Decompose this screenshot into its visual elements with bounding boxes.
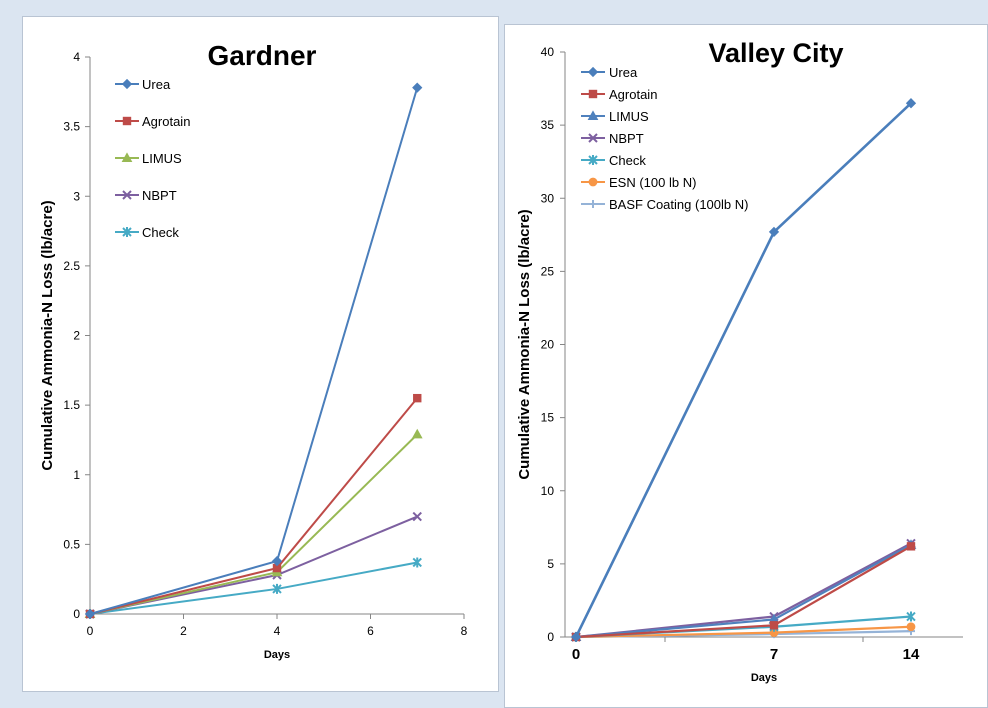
gardner-chart: Gardner Cumulative Ammonia-N Loss (lb/acr… <box>39 40 468 661</box>
legend-marker <box>588 177 598 187</box>
legend-label: LIMUS <box>142 151 182 166</box>
series-line-urea <box>89 87 419 615</box>
x-axis-label: Days <box>751 672 777 684</box>
chart-panel-valley-city: Valley City Cumulative Ammonia-N Loss (lb… <box>504 24 988 708</box>
data-point-urea <box>412 82 423 93</box>
y-tick-label: 2.5 <box>63 259 80 273</box>
y-tick-label: 25 <box>541 264 555 278</box>
legend-label: Agrotain <box>609 87 657 102</box>
data-point-urea <box>768 226 780 238</box>
legend-label: BASF Coating (100lb N) <box>609 197 748 212</box>
y-axis-label: Cumulative Ammonia-N Loss (lb/acre) <box>39 200 56 470</box>
valley-city-chart: Valley City Cumulative Ammonia-N Loss (lb… <box>516 38 963 684</box>
legend-label: Check <box>609 153 646 168</box>
data-point-agrotain <box>906 542 916 551</box>
x-tick-label: 6 <box>367 624 374 638</box>
y-tick-label: 1 <box>73 468 80 482</box>
legend-marker <box>122 116 132 126</box>
legend-label: NBPT <box>142 188 177 203</box>
y-tick-label: 3.5 <box>63 120 80 134</box>
series-line-limus <box>89 433 418 615</box>
legend-marker <box>588 89 598 99</box>
data-point-agrotain <box>769 621 779 630</box>
y-tick-label: 0.5 <box>63 537 80 551</box>
data-point-agrotain <box>413 393 422 403</box>
x-tick-label: 4 <box>274 624 281 638</box>
series-line-limus <box>575 543 912 639</box>
x-tick-label: 8 <box>461 624 468 638</box>
x-tick-label: 2 <box>180 624 187 638</box>
data-point-urea <box>570 631 582 643</box>
legend-marker <box>121 78 133 90</box>
y-tick-label: 3 <box>73 189 80 203</box>
x-axis-label: Days <box>264 649 290 661</box>
legend-marker <box>122 190 132 200</box>
data-point-urea <box>905 98 917 109</box>
legend-label: NBPT <box>609 131 644 146</box>
y-tick-label: 4 <box>73 50 80 64</box>
chart-title: Valley City <box>708 38 843 68</box>
y-tick-label: 1.5 <box>63 398 80 412</box>
legend-label: Urea <box>142 77 171 92</box>
legend-marker <box>589 200 597 208</box>
y-tick-label: 30 <box>541 191 555 205</box>
y-tick-label: 20 <box>541 338 555 352</box>
x-tick-label: 7 <box>770 646 778 663</box>
legend-marker <box>122 227 132 237</box>
x-tick-label: 14 <box>903 646 920 663</box>
chart-title: Gardner <box>208 40 317 71</box>
legend-label: Check <box>142 225 179 240</box>
legend-label: Urea <box>609 65 638 80</box>
legend-label: Agrotain <box>142 114 190 129</box>
y-tick-label: 5 <box>547 557 554 571</box>
y-tick-label: 35 <box>541 118 555 132</box>
data-point-urea <box>84 608 96 620</box>
data-point-nbpt <box>412 511 422 522</box>
legend-marker <box>588 155 598 165</box>
legend-marker <box>587 66 599 78</box>
y-tick-label: 40 <box>541 45 555 59</box>
y-tick-label: 15 <box>541 411 555 425</box>
data-point-urea <box>271 555 283 567</box>
series-line-agrotain <box>575 545 912 639</box>
y-tick-label: 0 <box>547 630 554 644</box>
series-line-check <box>89 561 418 615</box>
y-tick-label: 0 <box>73 607 80 621</box>
legend-marker <box>587 110 599 120</box>
data-point-esn-100-lb-n <box>906 622 916 632</box>
legend-label: ESN (100 lb N) <box>609 175 696 190</box>
y-tick-label: 10 <box>541 484 555 498</box>
x-tick-label: 0 <box>87 624 94 638</box>
data-point-check <box>412 557 422 568</box>
chart-panel-gardner: Gardner Cumulative Ammonia-N Loss (lb/acr… <box>22 16 499 692</box>
x-tick-label: 0 <box>572 646 580 663</box>
y-axis-label: Cumulative Ammonia-N Loss (lb/acre) <box>516 209 533 479</box>
data-point-check <box>272 583 282 594</box>
data-point-limus <box>411 428 423 439</box>
y-tick-label: 2 <box>73 329 80 343</box>
legend-marker <box>121 152 133 162</box>
legend-label: LIMUS <box>609 109 649 124</box>
series-line-agrotain <box>89 397 419 615</box>
data-point-check <box>906 611 916 622</box>
legend-marker <box>588 133 598 143</box>
